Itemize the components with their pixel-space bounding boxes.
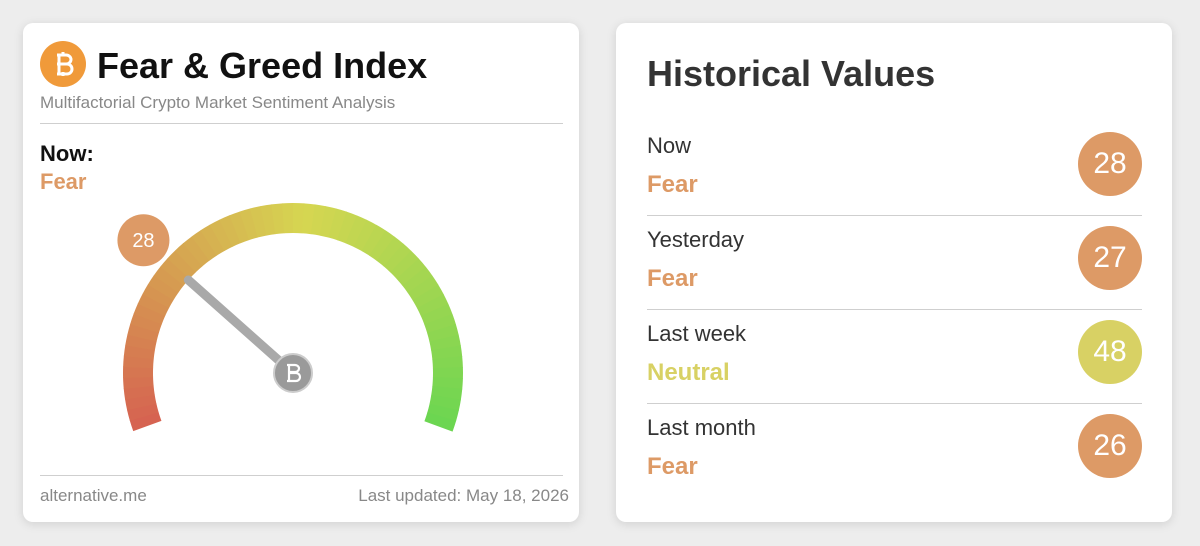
gauge-arc: [123, 355, 154, 369]
now-label: Now:: [40, 141, 94, 166]
gauge-arc: [182, 236, 210, 267]
row-value-badge: 28: [1078, 132, 1142, 196]
hub-logo: [287, 363, 302, 383]
gauge-arc: [137, 293, 170, 317]
gauge-arc: [345, 215, 368, 248]
gauge-arc: [129, 411, 162, 432]
gauge-arc: [239, 208, 259, 241]
gauge-arc: [174, 243, 203, 273]
row-divider: [647, 403, 1142, 404]
gauge-arc: [249, 206, 267, 238]
gauge-arc: [407, 275, 439, 301]
gauge-arc: [353, 219, 377, 252]
value-badge: [117, 214, 170, 267]
gauge-arc: [133, 303, 166, 325]
gauge: 28: [117, 203, 463, 432]
gauge-arc: [209, 219, 233, 252]
row-label: Yesterday: [647, 227, 745, 252]
gauge-arc: [123, 344, 155, 360]
gauge-arc: [160, 258, 190, 286]
gauge-arc: [396, 258, 427, 286]
gauge-arc: [271, 203, 285, 235]
gauge-arc: [200, 224, 225, 256]
gauge-arc: [431, 385, 463, 401]
gauge-arc: [361, 224, 387, 256]
gauge-arc: [147, 275, 179, 301]
row-value-badge: 27: [1078, 226, 1142, 290]
gauge-arc: [127, 323, 160, 342]
gauge-arc: [310, 204, 326, 236]
gauge-needle: [183, 275, 298, 378]
gauge-arc: [369, 230, 395, 262]
gauge-arc: [376, 236, 404, 267]
gauge-arc: [420, 303, 453, 325]
gauge-arc: [123, 376, 154, 389]
row-classification: Neutral: [647, 359, 730, 386]
row-value-badge: 48: [1078, 320, 1142, 384]
gauge-arc: [390, 250, 420, 280]
gauge-arc: [416, 294, 449, 317]
row-classification: Fear: [647, 171, 698, 198]
gauge-arc: [191, 230, 218, 261]
gauge-arc: [432, 376, 463, 390]
history-title: Historical Values: [647, 53, 936, 94]
gauge-arc: [429, 394, 461, 411]
row-label: Last month: [647, 415, 756, 440]
value-badge-text: 28: [132, 230, 154, 252]
divider: [40, 123, 563, 124]
gauge-arc: [142, 284, 174, 309]
gauge-arc: [429, 334, 461, 351]
now-classification: Fear: [40, 169, 87, 194]
gauge-arc: [167, 250, 197, 279]
gauge-arc: [431, 345, 463, 360]
gauge-arc: [412, 284, 444, 309]
gauge-arc: [427, 403, 459, 422]
gauge-arc: [260, 204, 276, 236]
gauge-arc: [328, 208, 347, 241]
index-card: Fear & Greed Index Multifactorial Crypto…: [23, 23, 579, 522]
gauge-arc: [130, 313, 162, 333]
gauge-arc: [424, 313, 457, 334]
gauge-arc: [153, 266, 185, 293]
row-classification: Fear: [647, 453, 698, 480]
row-value-badge: 26: [1078, 414, 1142, 478]
gauge-arc: [125, 334, 157, 351]
row-divider: [647, 309, 1142, 310]
gauge-arc: [301, 203, 316, 235]
gauge-arc: [123, 385, 155, 400]
title: Fear & Greed Index: [97, 45, 428, 86]
gauge-arc: [424, 412, 457, 432]
bitcoin-logo: [40, 41, 86, 87]
subtitle: Multifactorial Crypto Market Sentiment A…: [40, 93, 396, 112]
gauge-arc: [432, 356, 463, 369]
row-label: Last week: [647, 321, 747, 346]
gauge-arc: [127, 403, 159, 421]
source: alternative.me: [40, 486, 147, 505]
row-divider: [647, 215, 1142, 216]
gauge-arc: [125, 394, 157, 411]
gauge-arc: [319, 206, 337, 238]
gauge-arc: [402, 266, 433, 294]
row-classification: Fear: [647, 265, 698, 292]
last-updated: Last updated: May 18, 2026: [358, 486, 569, 505]
divider: [40, 475, 563, 476]
gauge-arc: [427, 324, 459, 343]
gauge-arc: [336, 211, 358, 244]
history-card: Historical Values Now Fear 28 Yesterday Fear…: [616, 23, 1172, 522]
gauge-arc: [383, 243, 412, 273]
gauge-arc: [219, 215, 242, 247]
gauge-arc: [229, 211, 250, 244]
row-label: Now: [647, 133, 692, 158]
